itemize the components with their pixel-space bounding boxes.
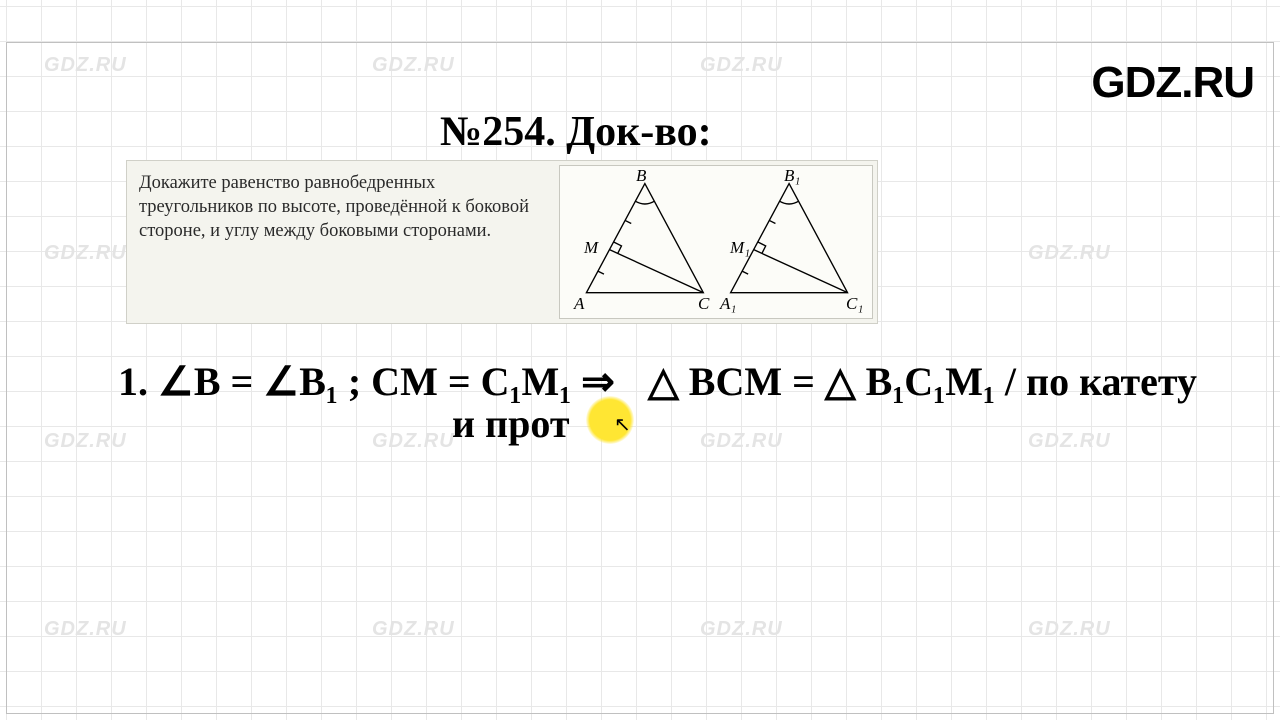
vertex-label: B₁: [784, 166, 800, 186]
watermark: GDZ.RU: [44, 430, 127, 453]
watermark: GDZ.RU: [700, 54, 783, 77]
problem-statement-box: Докажите равенство равнобедренных треуго…: [126, 160, 878, 324]
vertex-label: M: [584, 238, 598, 258]
watermark: GDZ.RU: [700, 618, 783, 641]
watermark: GDZ.RU: [44, 242, 127, 265]
watermark: GDZ.RU: [1028, 242, 1111, 265]
triangles-diagram: A B C M A₁ B₁ C₁ M₁: [559, 165, 873, 319]
watermark: GDZ.RU: [700, 430, 783, 453]
cursor-icon: ↖: [614, 412, 631, 437]
vertex-label: C₁: [846, 294, 863, 314]
watermark: GDZ.RU: [1028, 618, 1111, 641]
proof-line-1-left: 1. ∠B = ∠B₁ ; CM = C₁M₁ ⇒: [118, 358, 615, 405]
watermark: GDZ.RU: [372, 54, 455, 77]
vertex-label: A₁: [720, 294, 736, 314]
site-logo: GDZ.RU: [1091, 58, 1254, 108]
watermark: GDZ.RU: [44, 618, 127, 641]
proof-line-1-right: △ BCM = △ B₁C₁M₁ / по катету: [648, 358, 1197, 405]
watermark: GDZ.RU: [372, 430, 455, 453]
vertex-label: C: [698, 294, 709, 314]
problem-text: Докажите равенство равнобедренных треуго…: [127, 161, 559, 323]
problem-number-handwritten: №254. Док-во:: [440, 108, 712, 156]
vertex-label: M₁: [730, 238, 750, 258]
watermark: GDZ.RU: [372, 618, 455, 641]
vertex-label: A: [574, 294, 584, 314]
proof-line-2: и прот: [452, 400, 569, 447]
vertex-label: B: [636, 166, 646, 186]
watermark: GDZ.RU: [44, 54, 127, 77]
watermark: GDZ.RU: [1028, 430, 1111, 453]
